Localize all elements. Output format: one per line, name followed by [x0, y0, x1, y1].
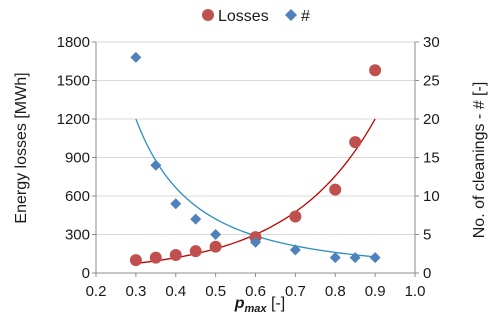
count-point — [210, 229, 222, 240]
count-point — [349, 252, 361, 264]
x-tick-label: 0.3 — [125, 283, 146, 300]
losses-point — [149, 251, 162, 264]
losses-point — [349, 136, 362, 149]
y-left-tick-label: 600 — [65, 188, 90, 205]
grid — [96, 41, 415, 274]
count-point — [369, 252, 381, 264]
losses-point — [289, 210, 302, 223]
losses-point — [169, 249, 182, 262]
losses-point — [129, 254, 142, 267]
x-axis-title-sub: max — [245, 303, 268, 315]
x-axis-title: pmax [-] — [234, 295, 285, 315]
losses-point — [189, 245, 202, 258]
x-tick-label: 0.8 — [325, 283, 346, 300]
losses-point — [329, 183, 342, 196]
y-right-tick-label: 25 — [423, 73, 440, 90]
axes — [92, 41, 419, 277]
x-tick-label: 0.6 — [245, 283, 266, 300]
y-left-tick-label: 0 — [82, 265, 90, 282]
data-marks — [129, 51, 382, 267]
y-right-tick-label: 0 — [423, 265, 431, 282]
y-left-tick-label: 900 — [65, 150, 90, 167]
x-tick-label: 1.0 — [405, 283, 426, 300]
x-axis-title-unit: [-] — [267, 295, 286, 312]
y-left-tick-label: 1500 — [57, 73, 90, 90]
y-right-tick-label: 30 — [423, 34, 440, 51]
count-point — [130, 51, 142, 63]
y-right-tick-label: 20 — [423, 111, 440, 128]
count-point — [150, 159, 162, 171]
y-left-axis-title: Energy losses [MWh] — [13, 72, 30, 223]
y-right-tick-label: 15 — [423, 150, 440, 167]
y-right-tick-label: 10 — [423, 188, 440, 205]
legend-label-losses: Losses — [218, 8, 269, 25]
legend-marker-count — [285, 9, 297, 21]
count-point — [250, 236, 261, 248]
count-point — [170, 198, 182, 210]
legend: Losses # — [202, 8, 310, 25]
losses-point — [369, 64, 382, 77]
x-tick-label: 0.9 — [365, 283, 386, 300]
y-right-tick-label: 5 — [423, 227, 431, 244]
y-left-tick-label: 300 — [65, 227, 90, 244]
legend-label-count: # — [301, 8, 310, 25]
count-point — [190, 213, 202, 225]
count-point — [289, 244, 301, 256]
legend-marker-losses — [202, 9, 214, 21]
count-point — [329, 252, 341, 264]
y-left-tick-label: 1200 — [57, 111, 90, 128]
x-tick-label: 0.2 — [86, 283, 107, 300]
y-right-axis-title: No. of cleanings - # [-] — [471, 82, 488, 239]
x-tick-label: 0.7 — [285, 283, 306, 300]
losses-point — [209, 240, 222, 253]
x-axis-title-main: p — [234, 295, 245, 312]
y-left-tick-label: 1800 — [57, 34, 90, 51]
tick-labels: 0 300 600 900 1200 1500 1800 0 5 10 15 20 25 30 0.2 0.3… — [57, 34, 440, 300]
x-tick-label: 0.4 — [165, 283, 186, 300]
x-tick-label: 0.5 — [205, 283, 226, 300]
